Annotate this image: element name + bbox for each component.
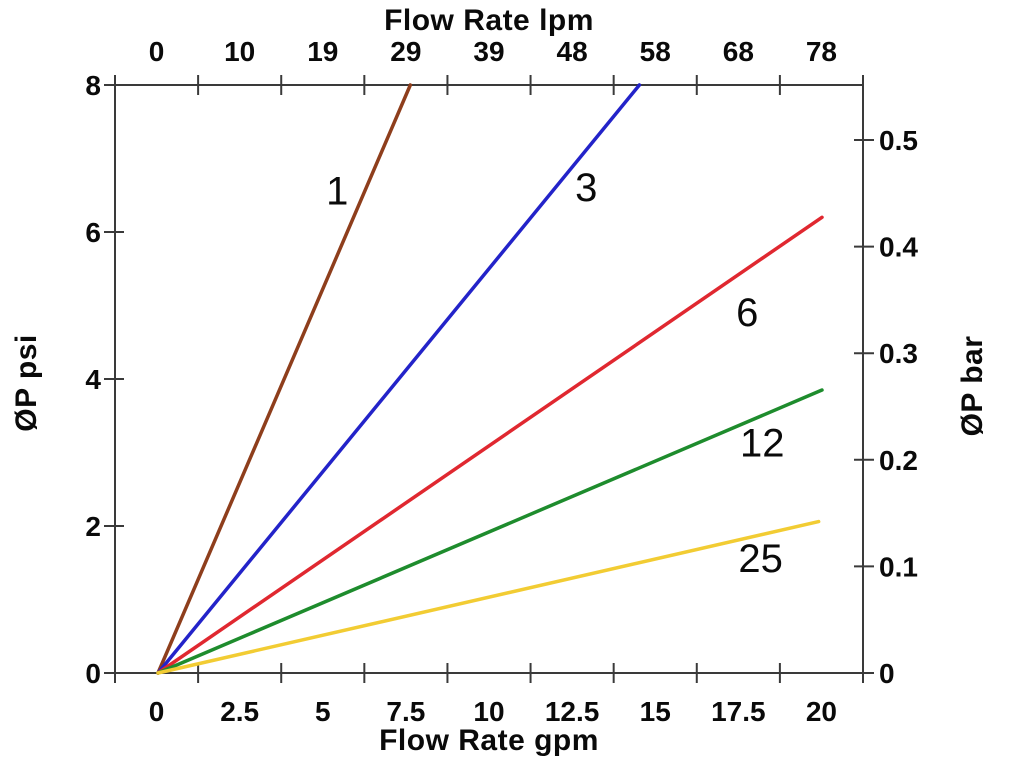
y-right-tick-label: 0.1 xyxy=(879,551,918,582)
plot-frame xyxy=(114,84,864,674)
y-right-tick-label: 0 xyxy=(879,658,895,689)
x-bottom-tick-label: 2.5 xyxy=(220,696,259,727)
y-right-tick-label: 0.2 xyxy=(879,445,918,476)
y-left-tick-label: 8 xyxy=(85,70,101,101)
x-bottom-tick-label: 20 xyxy=(806,696,837,727)
y-left-tick-label: 2 xyxy=(85,511,101,542)
series-line-6 xyxy=(156,215,824,675)
series-line-3 xyxy=(156,83,642,675)
y-right-axis-title: ØP bar xyxy=(956,335,989,437)
series-line-25 xyxy=(156,519,821,675)
x-top-tick-label: 29 xyxy=(390,36,421,67)
x-top-tick-label: 58 xyxy=(640,36,671,67)
x-top-tick-label: 0 xyxy=(149,36,165,67)
x-bottom-axis-title: Flow Rate gpm xyxy=(379,724,599,757)
series-line-12 xyxy=(156,388,824,675)
y-right-tick-label: 0.3 xyxy=(879,338,918,369)
x-bottom-tick-label: 17.5 xyxy=(711,696,766,727)
x-top-tick-label: 78 xyxy=(806,36,837,67)
x-bottom-tick-label: 7.5 xyxy=(386,696,425,727)
y-right-tick-label: 0.5 xyxy=(879,125,918,156)
x-bottom-tick-label: 15 xyxy=(640,696,671,727)
series-label-6: 6 xyxy=(736,291,758,335)
series-line-1 xyxy=(156,83,413,675)
y-left-tick-label: 0 xyxy=(85,658,101,689)
x-top-tick-label: 10 xyxy=(224,36,255,67)
x-bottom-tick-label: 5 xyxy=(315,696,331,727)
x-top-tick-label: 19 xyxy=(307,36,338,67)
x-top-tick-label: 68 xyxy=(723,36,754,67)
x-top-tick-label: 48 xyxy=(557,36,588,67)
x-bottom-tick-label: 10 xyxy=(473,696,504,727)
series-label-3: 3 xyxy=(575,166,597,210)
series-label-1: 1 xyxy=(326,170,348,214)
x-bottom-tick-label: 12.5 xyxy=(545,696,600,727)
y-right-tick-label: 0.4 xyxy=(879,232,918,263)
x-top-tick-label: 39 xyxy=(473,36,504,67)
series-label-12: 12 xyxy=(740,422,785,466)
x-top-axis-title: Flow Rate lpm xyxy=(384,4,594,37)
y-left-axis-title: ØP psi xyxy=(10,334,43,432)
x-bottom-tick-label: 0 xyxy=(149,696,165,727)
series-label-25: 25 xyxy=(738,537,783,581)
y-left-tick-label: 4 xyxy=(85,364,101,395)
y-left-tick-label: 6 xyxy=(85,217,101,248)
